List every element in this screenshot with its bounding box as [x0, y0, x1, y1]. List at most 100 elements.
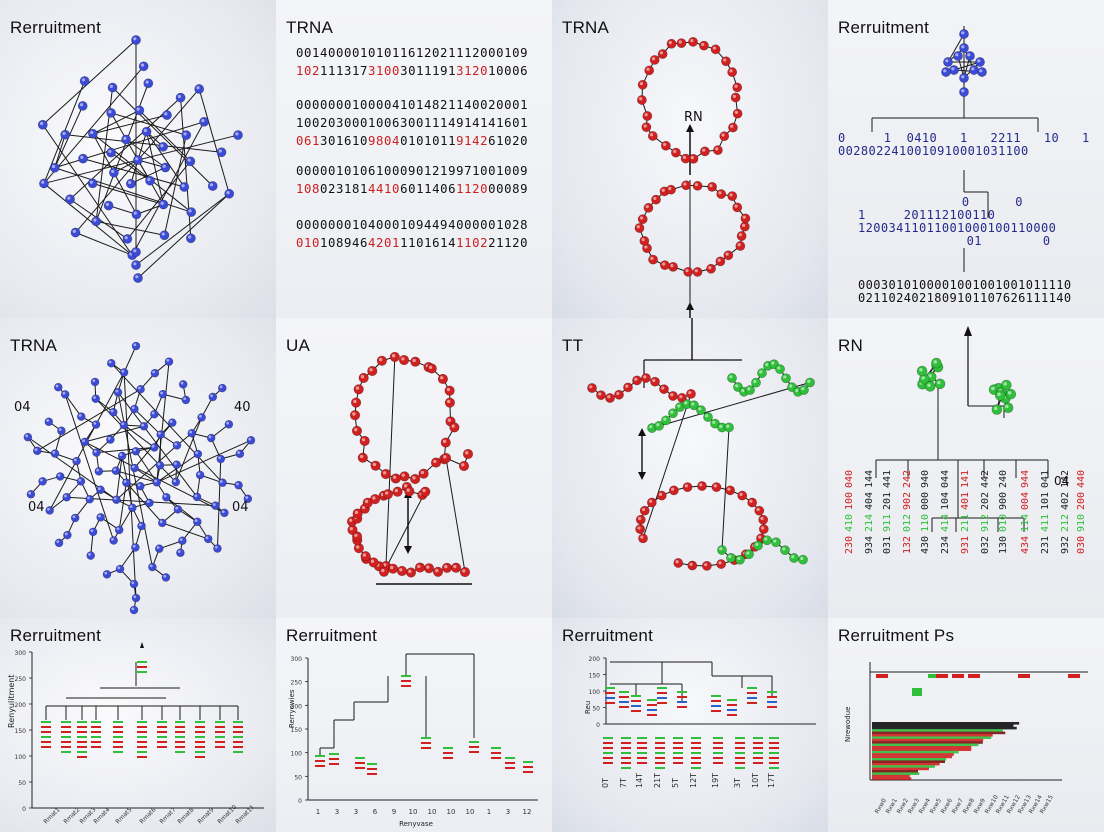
atom: [129, 605, 139, 615]
atom-highlight: [967, 53, 971, 57]
panel-molecule-red-loop: UA: [276, 318, 552, 618]
sequence-segment: 1101614: [400, 236, 457, 250]
atom-highlight: [109, 84, 113, 88]
atom: [141, 126, 152, 137]
atom-highlight: [352, 412, 356, 416]
atom-highlight: [426, 565, 430, 569]
atom-highlight: [742, 215, 746, 219]
atom-highlight: [795, 389, 799, 393]
atom: [789, 553, 799, 563]
atom: [235, 449, 245, 459]
atom-highlight: [765, 362, 769, 367]
tree-leaf-label: 142: [1060, 470, 1071, 488]
atom-highlight: [807, 379, 811, 383]
x-tick-label: 10T: [751, 773, 760, 788]
atom-highlight: [688, 391, 692, 395]
atom-highlight: [705, 414, 709, 418]
data-mark: [872, 734, 993, 737]
atom: [218, 478, 227, 487]
atom: [392, 486, 403, 497]
atom-highlight: [412, 476, 416, 480]
code-row: 0028022410010910001031100: [838, 144, 1029, 158]
atom: [136, 481, 145, 491]
x-tick-label: 0T: [601, 778, 610, 788]
panel-title: Rerruitment: [10, 18, 102, 37]
x-tick-label: 9: [392, 808, 396, 816]
atom: [96, 485, 105, 495]
atom: [739, 221, 750, 232]
atom-highlight: [390, 565, 394, 570]
atom: [137, 521, 146, 531]
atom-highlight: [129, 505, 133, 508]
atom: [735, 241, 746, 251]
bond: [84, 441, 225, 514]
panel-title: Rerruitment: [286, 626, 378, 645]
atom: [185, 233, 196, 244]
atom: [162, 492, 171, 502]
atom-highlight: [679, 395, 683, 399]
atom: [152, 477, 162, 487]
bond: [130, 167, 166, 185]
data-mark: [872, 753, 954, 756]
code-row: 10: [978, 158, 1104, 171]
sequence-segment: 3120: [456, 64, 489, 78]
atom: [649, 55, 660, 65]
atom-highlight: [137, 483, 141, 487]
atom-highlight: [945, 59, 949, 63]
atom-highlight: [93, 218, 97, 222]
sequence-line: 10211131731003011191312010006: [296, 62, 528, 80]
atom: [370, 460, 381, 471]
bond: [64, 394, 82, 417]
atom-highlight: [34, 448, 38, 451]
atom-highlight: [645, 205, 649, 209]
atom-highlight: [729, 375, 733, 379]
data-mark: [872, 750, 959, 754]
atom-highlight: [690, 156, 694, 160]
atom: [965, 51, 975, 61]
atom: [131, 593, 141, 603]
atom: [172, 441, 182, 450]
atom-highlight: [79, 103, 84, 107]
atom-highlight: [401, 473, 405, 477]
atom: [367, 365, 378, 377]
tree-leaf-label: 012: [902, 514, 913, 532]
data-mark: [872, 777, 912, 780]
y-tick-label: 200: [15, 702, 27, 709]
atom-highlight: [937, 380, 941, 385]
atom-highlight: [58, 428, 62, 431]
atom: [96, 513, 105, 522]
atom: [171, 477, 181, 487]
atom-highlight: [684, 401, 688, 405]
atom: [207, 181, 218, 191]
atom-highlight: [715, 147, 719, 151]
atom-highlight: [699, 483, 703, 487]
atom-highlight: [183, 132, 187, 136]
atom: [727, 67, 738, 77]
data-mark: [872, 741, 983, 744]
atom-highlight: [116, 527, 120, 531]
atom-highlight: [177, 550, 181, 553]
atom: [138, 61, 149, 72]
bond: [123, 345, 137, 373]
atom: [353, 384, 364, 395]
atom: [86, 551, 96, 560]
atom-highlight: [440, 376, 444, 380]
bond: [65, 134, 222, 153]
atom: [246, 436, 256, 445]
bond: [54, 134, 66, 168]
x-tick-label: 3: [506, 808, 510, 816]
atom: [975, 57, 985, 67]
bottom-right-label: 04: [232, 500, 249, 515]
atom: [437, 373, 449, 385]
tree-leaf-label: 212: [1060, 514, 1071, 532]
atom-highlight: [78, 478, 82, 482]
atom-highlight: [399, 568, 403, 572]
atom: [657, 49, 668, 59]
atom-highlight: [92, 379, 96, 383]
atom-highlight: [97, 487, 101, 490]
atom: [716, 189, 727, 199]
atom: [88, 128, 98, 139]
x-tick-label: 12: [523, 808, 532, 816]
atom: [172, 460, 181, 470]
y-axis-label: Rerryowies: [288, 689, 296, 728]
